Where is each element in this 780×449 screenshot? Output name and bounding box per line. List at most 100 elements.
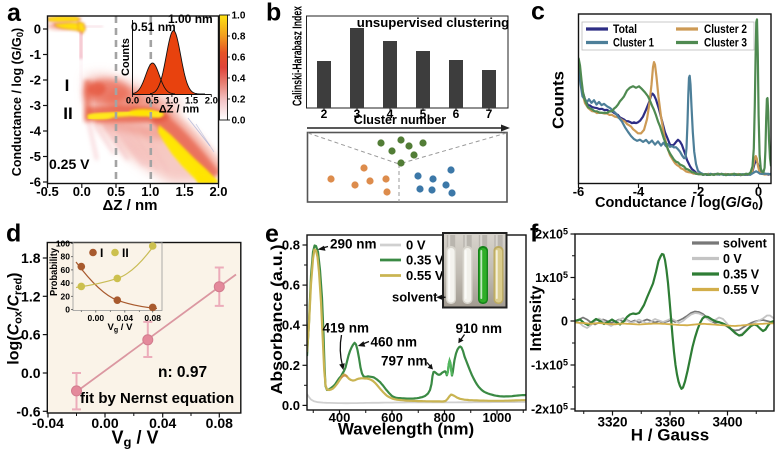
svg-text:6: 6 bbox=[453, 107, 460, 121]
svg-text:Cluster 1: Cluster 1 bbox=[613, 36, 654, 50]
svg-text:-5: -5 bbox=[29, 149, 41, 164]
svg-text:-3: -3 bbox=[29, 98, 41, 113]
svg-text:419 nm: 419 nm bbox=[323, 321, 370, 336]
svg-text:0.00: 0.00 bbox=[88, 313, 105, 323]
svg-text:0: 0 bbox=[65, 305, 70, 315]
svg-text:Cluster number: Cluster number bbox=[354, 113, 447, 127]
svg-text:Intensity: Intensity bbox=[528, 286, 545, 352]
svg-text:-6: -6 bbox=[573, 184, 585, 199]
svg-text:0.8: 0.8 bbox=[232, 32, 246, 43]
svg-text:ΔZ / nm: ΔZ / nm bbox=[159, 104, 200, 116]
svg-text:0.0: 0.0 bbox=[232, 116, 246, 127]
svg-text:b: b bbox=[266, 0, 281, 27]
svg-text:3320: 3320 bbox=[597, 415, 627, 430]
svg-text:20: 20 bbox=[61, 291, 71, 301]
svg-text:1.00 nm: 1.00 nm bbox=[168, 12, 213, 26]
svg-text:0.55 V: 0.55 V bbox=[723, 283, 760, 297]
svg-text:-0.6: -0.6 bbox=[16, 403, 40, 419]
svg-text:80: 80 bbox=[61, 252, 71, 262]
svg-text:910 nm: 910 nm bbox=[456, 321, 503, 336]
svg-text:0.0: 0.0 bbox=[21, 365, 41, 381]
svg-text:7: 7 bbox=[486, 107, 493, 121]
svg-text:1.0: 1.0 bbox=[232, 11, 246, 22]
svg-text:Absorbance (a.u.): Absorbance (a.u.) bbox=[269, 245, 286, 395]
svg-text:n: 0.97: n: 0.97 bbox=[158, 364, 207, 381]
svg-text:e: e bbox=[265, 220, 279, 248]
svg-text:0.35 V: 0.35 V bbox=[723, 268, 760, 282]
svg-text:0.04: 0.04 bbox=[149, 415, 176, 431]
svg-text:5: 5 bbox=[420, 107, 427, 121]
svg-text:-2: -2 bbox=[693, 184, 705, 199]
svg-text:1.2: 1.2 bbox=[21, 288, 41, 304]
svg-text:Vg / V: Vg / V bbox=[108, 322, 134, 334]
svg-text:Wavelength (nm): Wavelength (nm) bbox=[338, 420, 474, 439]
svg-text:2: 2 bbox=[321, 107, 328, 121]
svg-text:0.0: 0.0 bbox=[73, 184, 91, 199]
svg-text:0 V: 0 V bbox=[723, 252, 742, 266]
svg-text:1x105: 1x105 bbox=[535, 270, 568, 285]
svg-text:I: I bbox=[100, 246, 103, 260]
svg-text:Conductance / log(G/G0): Conductance / log(G/G0) bbox=[595, 195, 763, 213]
svg-text:1.5: 1.5 bbox=[176, 184, 194, 199]
svg-text:0.8: 0.8 bbox=[282, 238, 300, 253]
svg-text:Cluster 2: Cluster 2 bbox=[704, 22, 747, 36]
svg-text:3: 3 bbox=[354, 107, 361, 121]
svg-text:I: I bbox=[65, 76, 70, 95]
svg-text:1000: 1000 bbox=[483, 410, 512, 425]
svg-text:600: 600 bbox=[381, 410, 403, 425]
svg-text:0: 0 bbox=[561, 315, 568, 329]
svg-text:Vg / V: Vg / V bbox=[112, 428, 159, 449]
svg-text:60: 60 bbox=[61, 265, 71, 275]
svg-text:-2x105: -2x105 bbox=[531, 402, 568, 417]
svg-text:2.0: 2.0 bbox=[205, 96, 218, 107]
svg-text:solvent: solvent bbox=[392, 290, 438, 305]
svg-text:Conductance / log (G/G0): Conductance / log (G/G0) bbox=[10, 28, 26, 176]
svg-text:-1: -1 bbox=[29, 47, 41, 62]
svg-text:0.25 V: 0.25 V bbox=[49, 156, 90, 172]
svg-text:0.5: 0.5 bbox=[146, 96, 160, 107]
svg-text:unsupervised clustering: unsupervised clustering bbox=[357, 15, 509, 30]
svg-text:797 nm: 797 nm bbox=[381, 354, 428, 369]
svg-text:Counts: Counts bbox=[551, 71, 568, 129]
svg-text:-2: -2 bbox=[29, 73, 41, 88]
svg-text:1.8: 1.8 bbox=[21, 250, 41, 266]
svg-text:0.6: 0.6 bbox=[21, 327, 41, 343]
svg-text:0.4: 0.4 bbox=[232, 74, 246, 85]
svg-text:290 nm: 290 nm bbox=[330, 237, 377, 252]
svg-text:0.55 V: 0.55 V bbox=[406, 268, 444, 283]
svg-text:-4: -4 bbox=[29, 124, 41, 139]
svg-text:1.5: 1.5 bbox=[185, 96, 199, 107]
svg-text:0.00: 0.00 bbox=[91, 415, 118, 431]
svg-text:fit by Nernst equation: fit by Nernst equation bbox=[80, 390, 234, 407]
svg-text:1.0: 1.0 bbox=[141, 184, 159, 199]
svg-text:0.35 V: 0.35 V bbox=[406, 253, 444, 268]
svg-text:II: II bbox=[122, 246, 129, 260]
svg-text:0.6: 0.6 bbox=[282, 278, 300, 293]
svg-text:-6: -6 bbox=[29, 175, 41, 190]
svg-text:0: 0 bbox=[34, 22, 41, 37]
svg-text:2.0: 2.0 bbox=[209, 184, 227, 199]
svg-text:log(Cox/Cred): log(Cox/Cred) bbox=[6, 272, 25, 364]
svg-text:2x105: 2x105 bbox=[535, 227, 568, 242]
svg-text:0.51 nm: 0.51 nm bbox=[131, 20, 176, 34]
svg-text:800: 800 bbox=[434, 410, 456, 425]
svg-text:0.0: 0.0 bbox=[282, 398, 300, 413]
svg-text:0.08: 0.08 bbox=[144, 313, 161, 323]
svg-text:0.4: 0.4 bbox=[282, 318, 301, 333]
svg-text:0.6: 0.6 bbox=[232, 53, 246, 64]
svg-text:0: 0 bbox=[755, 184, 762, 199]
svg-text:Calinski-Harabasz Index: Calinski-Harabasz Index bbox=[291, 6, 305, 106]
svg-text:d: d bbox=[6, 220, 21, 248]
svg-text:100: 100 bbox=[56, 239, 70, 249]
svg-text:-0.04: -0.04 bbox=[32, 415, 64, 431]
svg-text:II: II bbox=[63, 104, 72, 123]
svg-text:H / Gauss: H / Gauss bbox=[631, 426, 709, 445]
svg-text:0.2: 0.2 bbox=[232, 95, 246, 106]
svg-text:400: 400 bbox=[329, 410, 351, 425]
svg-text:3400: 3400 bbox=[712, 415, 742, 430]
svg-text:ΔZ / nm: ΔZ / nm bbox=[103, 197, 158, 214]
svg-text:c: c bbox=[531, 0, 545, 26]
svg-text:0.0: 0.0 bbox=[126, 96, 139, 107]
svg-text:-1x105: -1x105 bbox=[531, 358, 568, 373]
svg-text:0.08: 0.08 bbox=[206, 415, 233, 431]
